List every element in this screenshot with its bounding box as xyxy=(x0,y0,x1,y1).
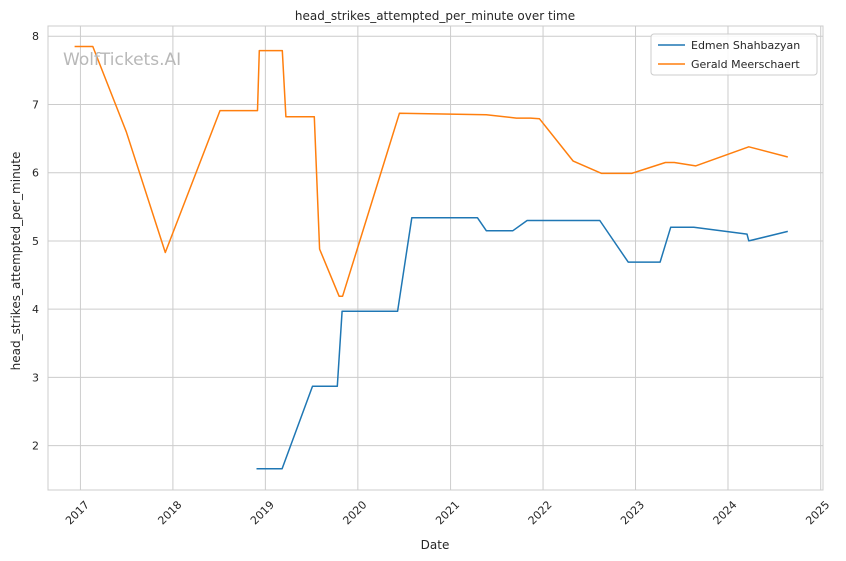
legend-label-edmen-shahbazyan: Edmen Shahbazyan xyxy=(691,39,800,52)
grid xyxy=(48,26,823,490)
x-axis-label: Date xyxy=(421,538,450,552)
y-tick-label: 2 xyxy=(32,440,39,453)
y-axis-ticks: 2 3 4 5 6 7 8 xyxy=(32,30,39,452)
chart-title: head_strikes_attempted_per_minute over t… xyxy=(295,9,575,23)
y-tick-label: 7 xyxy=(32,98,39,111)
series-line-edmen-shahbazyan xyxy=(256,216,788,470)
y-tick-label: 8 xyxy=(32,30,39,43)
y-tick-label: 4 xyxy=(32,303,39,316)
watermark-text: WolfTickets.AI xyxy=(63,50,181,70)
plot-area-frame xyxy=(47,25,824,491)
y-tick-label: 6 xyxy=(32,167,39,180)
y-tick-label: 3 xyxy=(32,371,39,384)
legend: Edmen Shahbazyan Gerald Meerschaert xyxy=(650,33,818,76)
y-axis-label: head_strikes_attempted_per_minute xyxy=(9,152,23,371)
series-line-gerald-meerschaert xyxy=(74,45,788,297)
y-tick-label: 5 xyxy=(32,235,39,248)
series-lines xyxy=(74,45,788,470)
legend-label-gerald-meerschaert: Gerald Meerschaert xyxy=(691,58,800,71)
legend-box xyxy=(650,33,818,76)
